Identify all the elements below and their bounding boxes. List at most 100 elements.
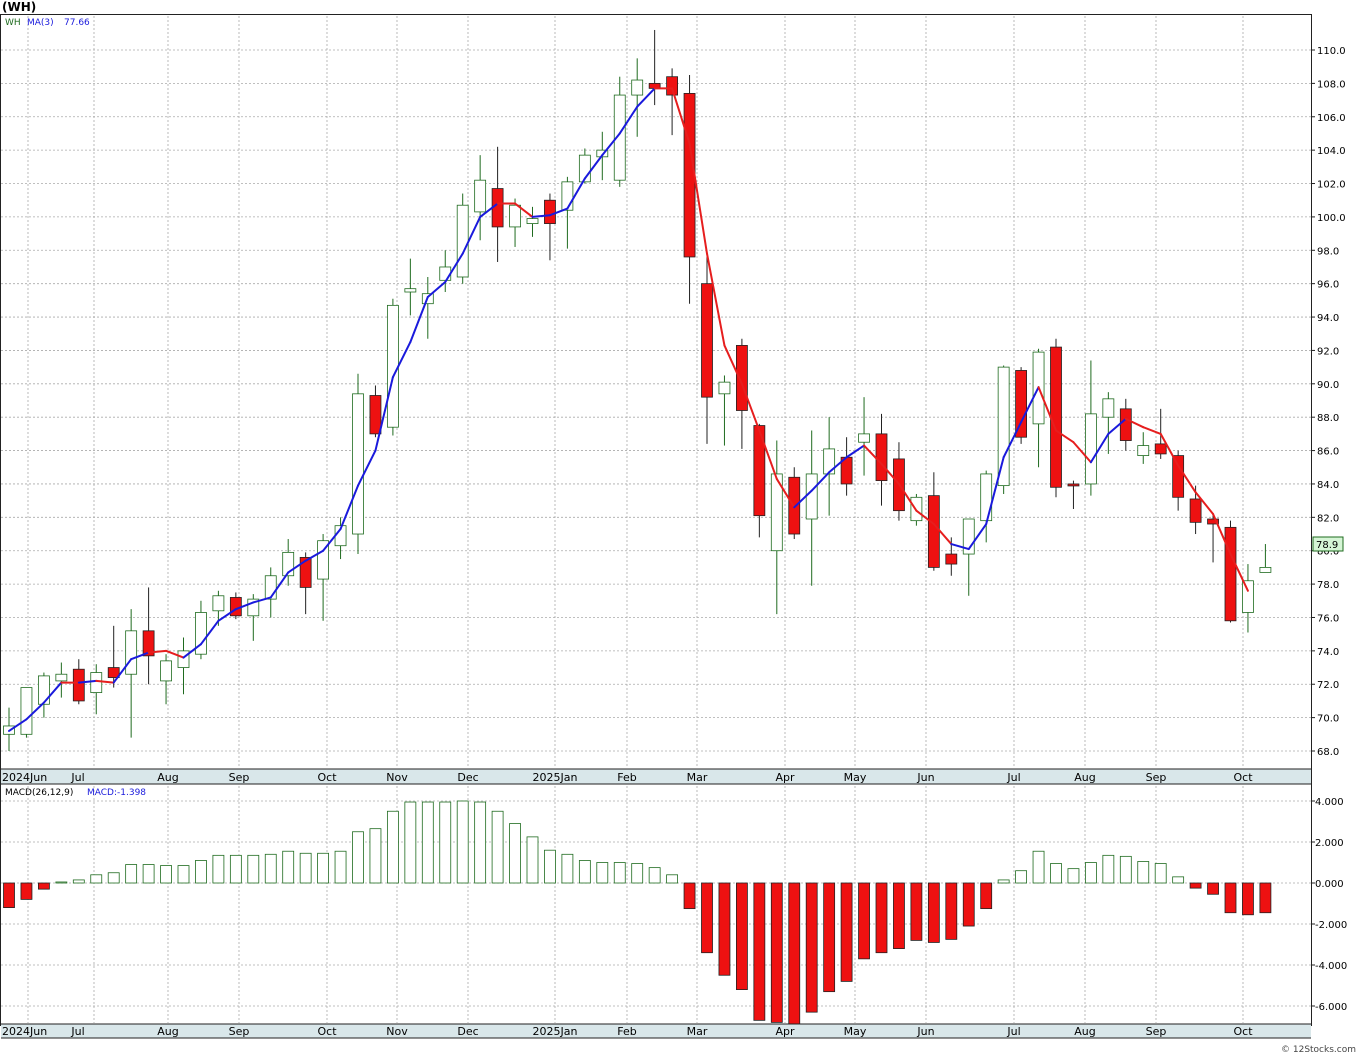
macd-bar (544, 849, 556, 884)
price-grid (1, 16, 1311, 768)
candle-body (404, 288, 417, 293)
candle-down (666, 68, 678, 136)
macd-bar (893, 882, 905, 949)
macd-bar (858, 882, 870, 960)
price-tick-label: 110.0 (1317, 46, 1346, 57)
candle-body (718, 381, 731, 395)
macd-bar (1207, 882, 1219, 895)
candle-body (1102, 398, 1115, 418)
month-label: Nov (386, 1025, 408, 1038)
macd-bar (125, 864, 138, 884)
ma-segment (1177, 464, 1197, 494)
candle-up (1085, 360, 1097, 496)
candle-up (1102, 392, 1115, 454)
macd-bar (1015, 870, 1027, 884)
macd-bar (1067, 868, 1080, 884)
macd-tick-label: 2.000 (1315, 838, 1344, 849)
candle-body (317, 540, 330, 580)
ma-segment (391, 341, 412, 379)
candle-down (1207, 513, 1219, 563)
candle-up (997, 365, 1010, 494)
month-label: Nov (386, 771, 408, 784)
candle-body (613, 94, 626, 181)
candle-body (386, 304, 399, 428)
candle-up (352, 373, 364, 555)
macd-bar (648, 867, 661, 884)
ma-segment (409, 296, 429, 344)
candle-down (1172, 450, 1185, 511)
ma-segment (706, 252, 726, 347)
macd-bar (1242, 882, 1254, 916)
macd-bar (229, 854, 242, 884)
ma-segment (147, 649, 168, 654)
month-label: Apr (775, 1025, 795, 1038)
macd-bar (264, 853, 277, 884)
month-label: Jun (916, 771, 934, 784)
macd-bar (1137, 861, 1150, 884)
macd-tick-label: -6.000 (1315, 1002, 1347, 1013)
ma-segment (95, 679, 115, 684)
price-tick-label: 92.0 (1317, 346, 1339, 357)
ma-segment (531, 214, 551, 218)
macd-bar (3, 882, 15, 909)
ma-segment (758, 429, 778, 480)
candle-body (125, 630, 138, 675)
macd-bar (160, 865, 172, 884)
ma-segment (252, 596, 272, 604)
macd-tick-label: -4.000 (1315, 961, 1347, 972)
ma-segment (1002, 421, 1023, 459)
macd-histogram (3, 800, 1272, 1027)
month-label: Feb (617, 771, 636, 784)
month-label: Mar (687, 771, 708, 784)
macd-bar (561, 853, 574, 884)
ma-segment (130, 651, 150, 661)
month-label: Mar (687, 1025, 708, 1038)
date-axis-band-bottom (1, 1024, 1311, 1038)
macd-bar (195, 860, 207, 884)
macd-bar (596, 862, 609, 884)
price-tick-label: 76.0 (1317, 613, 1339, 624)
ma-segment (1159, 432, 1180, 467)
macd-bar (177, 865, 190, 884)
candle-body (980, 473, 993, 522)
month-label: Oct (317, 771, 337, 784)
candle-body (282, 551, 295, 577)
candle-up (718, 375, 731, 446)
candle-body (770, 473, 783, 552)
candle-up (509, 198, 521, 247)
ma-segment (688, 142, 708, 255)
ma-segment (1072, 441, 1092, 464)
candle-body (1224, 526, 1237, 622)
price-tick-label: 90.0 (1317, 380, 1339, 391)
candle-up (90, 664, 103, 715)
month-label: Sep (1146, 771, 1167, 784)
candle-body (369, 395, 382, 435)
macd-bar (526, 836, 539, 884)
ma-segment (42, 681, 63, 704)
candle-body (352, 393, 364, 535)
month-label: Jul (70, 771, 84, 784)
candle-body (1015, 370, 1027, 438)
candle-body (526, 218, 539, 224)
ma-segment (740, 382, 761, 432)
ma-segment (601, 132, 621, 157)
macd-bar (1259, 882, 1272, 914)
macd-bar (299, 852, 312, 884)
candle-up (1137, 432, 1150, 464)
price-tick-label: 72.0 (1317, 680, 1339, 691)
price-axis: 68.0 70.0 72.0 74.0 76.0 78.0 80.0 82.0 84.0 86.0… (1311, 46, 1346, 758)
candle-up (858, 397, 870, 476)
month-label: Jul (70, 1025, 84, 1038)
ma-segment (444, 252, 464, 283)
price-tick-label: 98.0 (1317, 246, 1339, 257)
macd-bar (1172, 876, 1185, 884)
last-price-tag: 78.9 (1312, 536, 1344, 552)
candle-body (107, 667, 120, 678)
candle-body (1259, 567, 1272, 573)
macd-bar (980, 882, 993, 910)
candle-down (369, 385, 382, 438)
ma-segment (985, 456, 1005, 526)
candle-body (578, 154, 591, 183)
macd-legend-value: MACD:-1.398 (87, 788, 146, 798)
legend-ma-value: 77.66 (64, 18, 90, 28)
